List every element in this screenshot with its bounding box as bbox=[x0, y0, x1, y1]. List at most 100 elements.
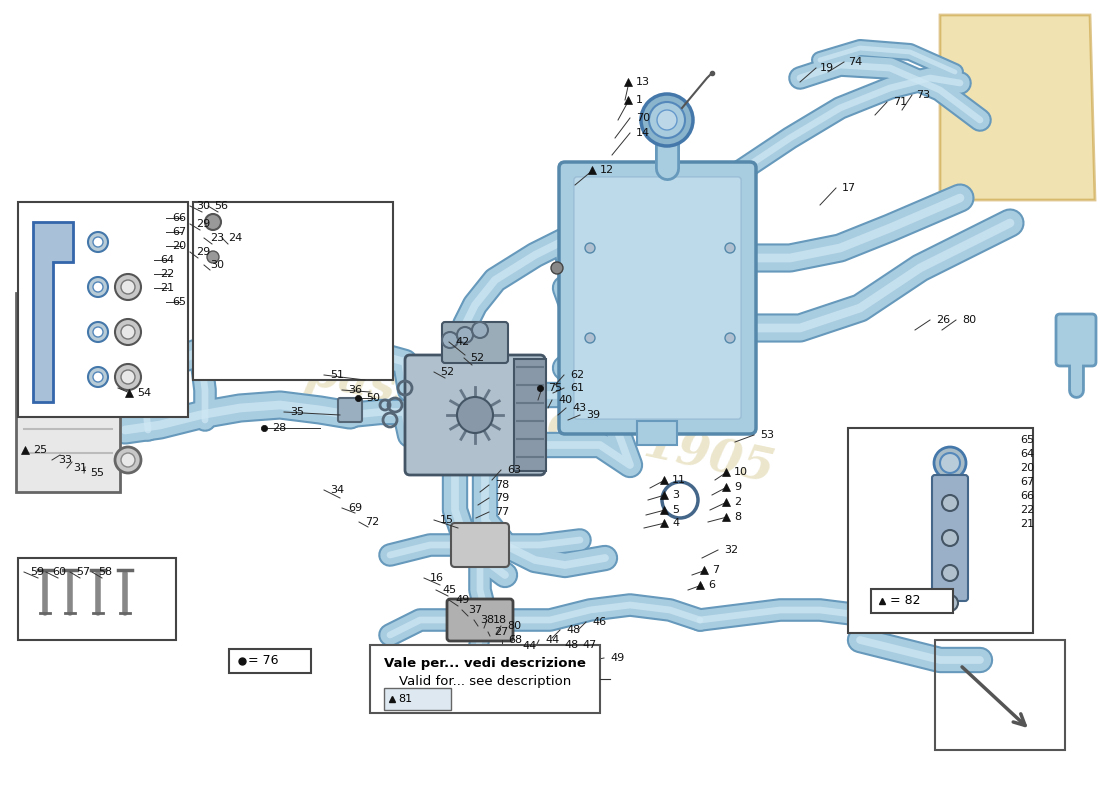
Text: 22: 22 bbox=[1020, 505, 1034, 515]
Circle shape bbox=[121, 313, 135, 327]
Text: 52: 52 bbox=[470, 353, 484, 363]
Text: 73: 73 bbox=[916, 90, 931, 100]
Text: 4: 4 bbox=[672, 518, 679, 528]
Text: 80: 80 bbox=[507, 621, 521, 631]
Text: 29: 29 bbox=[196, 247, 210, 257]
Text: 70: 70 bbox=[636, 113, 650, 123]
Text: 16: 16 bbox=[430, 573, 444, 583]
Text: 64: 64 bbox=[1020, 449, 1034, 459]
Text: 43: 43 bbox=[572, 403, 586, 413]
Text: 8: 8 bbox=[734, 512, 741, 522]
FancyBboxPatch shape bbox=[1056, 314, 1096, 366]
Text: 63: 63 bbox=[507, 465, 521, 475]
Circle shape bbox=[94, 372, 103, 382]
Circle shape bbox=[725, 333, 735, 343]
Text: 80: 80 bbox=[962, 315, 976, 325]
Text: 66: 66 bbox=[1020, 491, 1034, 501]
Text: 57: 57 bbox=[76, 567, 90, 577]
Text: 54: 54 bbox=[138, 388, 151, 398]
Text: 30: 30 bbox=[196, 201, 210, 211]
Circle shape bbox=[116, 307, 141, 333]
FancyBboxPatch shape bbox=[384, 688, 451, 710]
Circle shape bbox=[641, 94, 693, 146]
Text: 35: 35 bbox=[290, 407, 304, 417]
Circle shape bbox=[456, 397, 493, 433]
Circle shape bbox=[121, 325, 135, 339]
Text: 55: 55 bbox=[90, 468, 104, 478]
Circle shape bbox=[942, 565, 958, 581]
FancyBboxPatch shape bbox=[574, 177, 741, 419]
Text: 13: 13 bbox=[636, 77, 650, 87]
Text: 45: 45 bbox=[442, 585, 456, 595]
Text: 68: 68 bbox=[508, 635, 522, 645]
Text: 40: 40 bbox=[558, 395, 572, 405]
FancyBboxPatch shape bbox=[338, 398, 362, 422]
Text: 14: 14 bbox=[636, 128, 650, 138]
FancyBboxPatch shape bbox=[871, 589, 953, 613]
Text: 32: 32 bbox=[724, 545, 738, 555]
Text: 50: 50 bbox=[366, 393, 379, 403]
FancyBboxPatch shape bbox=[514, 359, 546, 471]
Circle shape bbox=[116, 364, 141, 390]
FancyBboxPatch shape bbox=[451, 523, 509, 567]
Text: 44: 44 bbox=[522, 641, 537, 651]
Text: 56: 56 bbox=[214, 201, 228, 211]
Text: 11: 11 bbox=[672, 475, 686, 485]
Circle shape bbox=[88, 277, 108, 297]
FancyArrowPatch shape bbox=[962, 667, 1025, 726]
Circle shape bbox=[121, 370, 135, 384]
FancyBboxPatch shape bbox=[405, 355, 544, 475]
Text: 74: 74 bbox=[848, 57, 862, 67]
Text: = 82: = 82 bbox=[890, 594, 921, 607]
Circle shape bbox=[116, 274, 141, 300]
FancyBboxPatch shape bbox=[447, 599, 513, 641]
Text: 10: 10 bbox=[734, 467, 748, 477]
Text: 24: 24 bbox=[228, 233, 242, 243]
FancyBboxPatch shape bbox=[370, 645, 600, 713]
Circle shape bbox=[88, 322, 108, 342]
Text: 28: 28 bbox=[272, 423, 286, 433]
Text: 7: 7 bbox=[712, 565, 719, 575]
FancyBboxPatch shape bbox=[338, 343, 362, 367]
Text: 22: 22 bbox=[160, 269, 174, 279]
Text: 37: 37 bbox=[468, 605, 482, 615]
FancyBboxPatch shape bbox=[16, 293, 120, 492]
Text: 62: 62 bbox=[570, 370, 584, 380]
Text: 47: 47 bbox=[582, 640, 596, 650]
Text: 49: 49 bbox=[610, 653, 625, 663]
FancyBboxPatch shape bbox=[932, 475, 968, 601]
Text: 79: 79 bbox=[495, 493, 509, 503]
Circle shape bbox=[121, 453, 135, 467]
Text: 59: 59 bbox=[30, 567, 44, 577]
Circle shape bbox=[442, 332, 458, 348]
Text: Vale per... vedi descrizione: Vale per... vedi descrizione bbox=[384, 657, 586, 670]
Polygon shape bbox=[33, 222, 73, 402]
Circle shape bbox=[649, 102, 685, 138]
Text: 52: 52 bbox=[440, 367, 454, 377]
Text: = 76: = 76 bbox=[248, 654, 278, 667]
Text: 27: 27 bbox=[494, 627, 508, 637]
Text: 69: 69 bbox=[348, 503, 362, 513]
Text: 46: 46 bbox=[592, 617, 606, 627]
Text: 67: 67 bbox=[1020, 477, 1034, 487]
Text: 65: 65 bbox=[172, 297, 186, 307]
FancyBboxPatch shape bbox=[18, 558, 176, 640]
Text: 78: 78 bbox=[495, 480, 509, 490]
Circle shape bbox=[456, 327, 473, 343]
FancyBboxPatch shape bbox=[559, 162, 756, 434]
Text: 39: 39 bbox=[586, 410, 601, 420]
Text: 66: 66 bbox=[172, 213, 186, 223]
Text: 25: 25 bbox=[33, 445, 47, 455]
Text: 58: 58 bbox=[98, 567, 112, 577]
FancyBboxPatch shape bbox=[192, 202, 393, 380]
Circle shape bbox=[657, 110, 676, 130]
Text: 38: 38 bbox=[480, 615, 494, 625]
Circle shape bbox=[207, 251, 219, 263]
Circle shape bbox=[551, 262, 563, 274]
Circle shape bbox=[88, 367, 108, 387]
Text: 44: 44 bbox=[544, 635, 559, 645]
Text: 18: 18 bbox=[493, 615, 507, 625]
Text: 20: 20 bbox=[172, 241, 186, 251]
Circle shape bbox=[94, 282, 103, 292]
Text: 67: 67 bbox=[172, 227, 186, 237]
